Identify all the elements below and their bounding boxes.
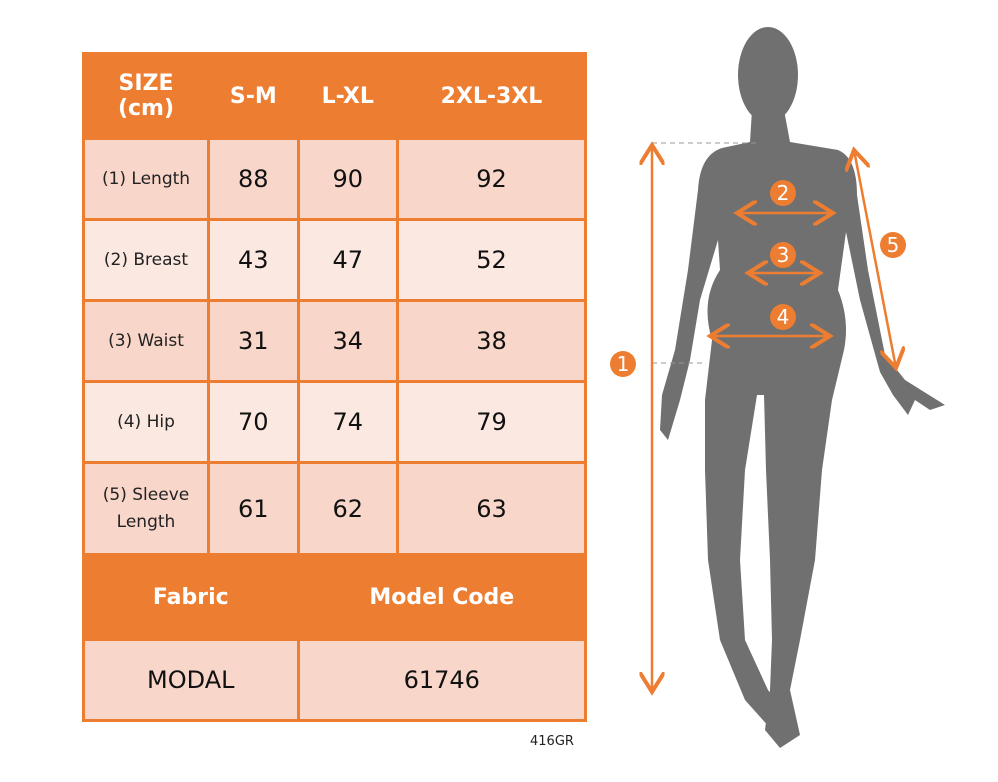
model-code-value: 61746: [296, 638, 588, 722]
table-row: (1) Length 88 90 92: [82, 137, 588, 221]
cell: 88: [207, 137, 300, 221]
cell: 79: [395, 380, 588, 464]
unit-label: (cm): [117, 96, 175, 121]
sleeve-arrow: [854, 150, 896, 368]
cell: 63: [395, 461, 588, 556]
cell: 61: [207, 461, 300, 556]
size-chart-table: SIZE (cm) S-M L-XL 2XL-3XL (1) Length 88 …: [82, 52, 588, 722]
row-label: (2) Breast: [82, 218, 210, 302]
col-header-2xl-3xl: 2XL-3XL: [395, 52, 588, 140]
row-label: (1) Length: [82, 137, 210, 221]
cell: 70: [207, 380, 300, 464]
cell: 34: [296, 299, 399, 383]
cell: 74: [296, 380, 399, 464]
col-header-s-m: S-M: [207, 52, 300, 140]
marker-5-icon: [880, 232, 906, 258]
fabric-value-row: MODAL 61746: [82, 638, 588, 722]
body-measurement-figure: 1 2 3 4 5: [610, 27, 945, 748]
row-label-line2: Length: [116, 511, 176, 532]
header-row: SIZE (cm) S-M L-XL 2XL-3XL: [82, 52, 588, 140]
product-code: 416GR: [530, 734, 574, 749]
cell: 31: [207, 299, 300, 383]
cell: 43: [207, 218, 300, 302]
marker-1: 1: [617, 352, 630, 376]
female-silhouette-icon: [660, 27, 945, 748]
marker-3-icon: [770, 242, 796, 268]
col-header-l-xl: L-XL: [296, 52, 399, 140]
marker-4-icon: [770, 304, 796, 330]
model-code-header: Model Code: [296, 553, 588, 641]
cell: 62: [296, 461, 399, 556]
table-row: (3) Waist 31 34 38: [82, 299, 588, 383]
table-row: (2) Breast 43 47 52: [82, 218, 588, 302]
marker-5: 5: [887, 233, 900, 257]
table-row: (5) Sleeve Length 61 62 63: [82, 461, 588, 556]
marker-1-icon: [610, 351, 636, 377]
cell: 92: [395, 137, 588, 221]
measurement-guides: [652, 142, 760, 364]
table-row: (4) Hip 70 74 79: [82, 380, 588, 464]
marker-3: 3: [777, 243, 790, 267]
size-header: SIZE (cm): [82, 52, 210, 140]
cell: 52: [395, 218, 588, 302]
row-label: (4) Hip: [82, 380, 210, 464]
cell: 90: [296, 137, 399, 221]
marker-2: 2: [777, 181, 790, 205]
size-label: SIZE: [118, 71, 174, 96]
fabric-value: MODAL: [82, 638, 300, 722]
row-label-line1: (5) Sleeve: [102, 484, 190, 505]
row-label: (3) Waist: [82, 299, 210, 383]
marker-4: 4: [777, 305, 790, 329]
cell: 47: [296, 218, 399, 302]
marker-2-icon: [770, 180, 796, 206]
fabric-header-row: Fabric Model Code: [82, 553, 588, 641]
fabric-header: Fabric: [82, 553, 300, 641]
cell: 38: [395, 299, 588, 383]
row-label: (5) Sleeve Length: [82, 461, 210, 556]
